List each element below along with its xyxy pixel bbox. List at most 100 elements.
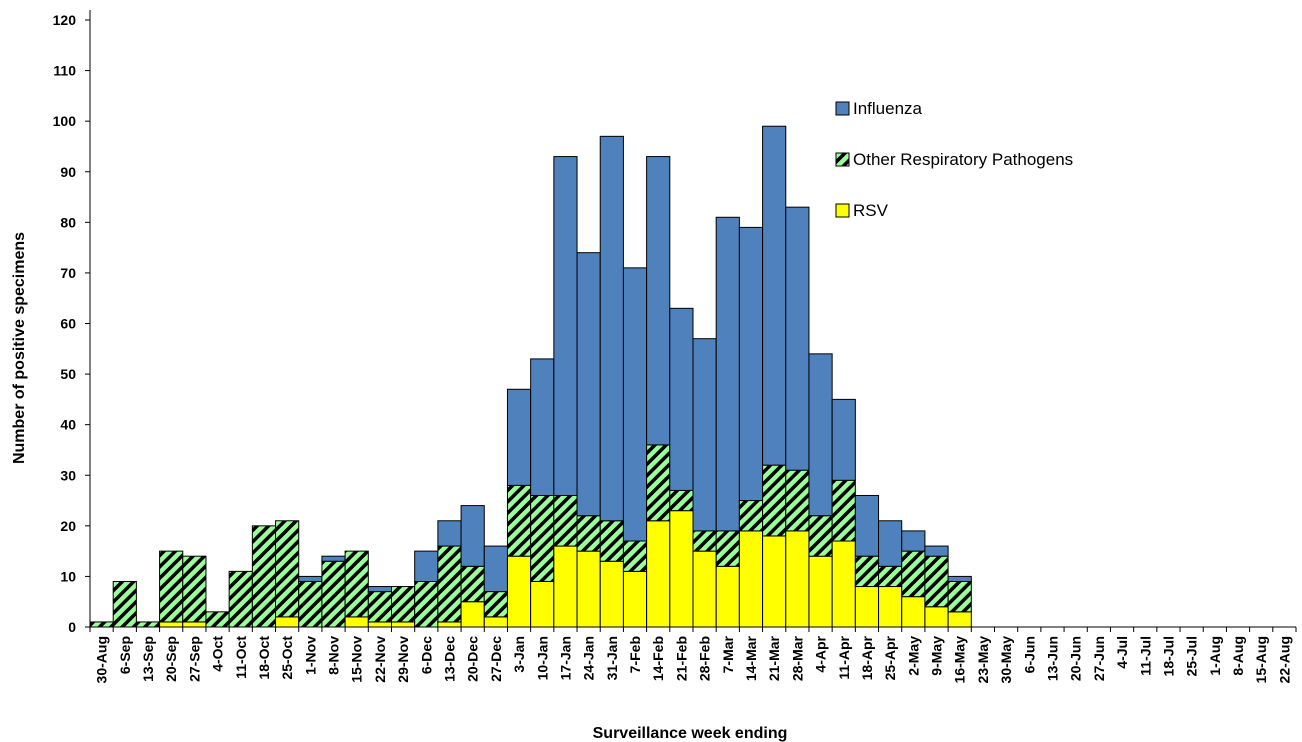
bar-segment-influenza-31 (808, 353, 833, 517)
x-tick-label: 15-Aug (1253, 636, 1269, 683)
bar-segment-other-respiratory-pathogens-3 (159, 550, 184, 623)
axes-layer (85, 10, 1297, 632)
x-tick-label: 23-May (975, 636, 991, 684)
bar-segment-other-respiratory-pathogens-34 (878, 565, 903, 588)
bar-segment-rsv-28 (738, 530, 764, 628)
x-tick-label: 9-May (929, 636, 945, 676)
y-tick-label: 20 (60, 518, 76, 534)
bar-segment-rsv-36 (924, 606, 949, 628)
x-tick-label: 27-Jun (1091, 636, 1107, 681)
bar-segment-rsv-33 (854, 586, 880, 628)
bar-segment-other-respiratory-pathogens-23 (622, 540, 648, 572)
x-tick-label: 7-Feb (627, 636, 643, 673)
bar-segment-influenza-28 (738, 226, 764, 502)
x-tick-label: 27-Dec (488, 636, 504, 682)
bar-segment-rsv-34 (878, 586, 903, 628)
bar-segment-influenza-32 (831, 398, 856, 481)
y-tick-label: 90 (60, 164, 76, 180)
bar-segment-other-respiratory-pathogens-20 (553, 494, 578, 547)
bar-segment-other-respiratory-pathogens-17 (483, 591, 508, 618)
bar-segment-rsv-19 (530, 580, 555, 628)
bar-segment-rsv-12 (367, 621, 392, 628)
x-tick-label: 7-Mar (720, 635, 736, 673)
bar-segment-rsv-27 (715, 565, 740, 628)
bar-segment-other-respiratory-pathogens-7 (251, 525, 277, 628)
bar-segment-influenza-10 (321, 555, 346, 562)
x-tick-label: 13-Jun (1044, 636, 1060, 681)
x-tick-label: 20-Sep (163, 636, 179, 682)
y-tick-label: 60 (60, 316, 76, 332)
x-tick-label: 13-Sep (140, 636, 156, 682)
bar-segment-other-respiratory-pathogens-28 (738, 500, 764, 532)
bar-segment-influenza-19 (530, 358, 555, 496)
x-tick-label: 11-Oct (233, 636, 249, 679)
bar-segment-other-respiratory-pathogens-36 (924, 555, 949, 608)
y-tick-label: 100 (53, 113, 77, 129)
bar-segment-influenza-22 (599, 135, 624, 522)
y-tick-label: 70 (60, 265, 76, 281)
bar-segment-influenza-36 (924, 545, 949, 557)
bar-segment-influenza-18 (506, 388, 532, 486)
legend-swatch (835, 152, 850, 167)
x-tick-label: 14-Feb (650, 636, 666, 681)
bar-segment-rsv-4 (182, 621, 207, 628)
bar-segment-other-respiratory-pathogens-10 (321, 560, 346, 628)
bar-segment-other-respiratory-pathogens-35 (901, 550, 926, 598)
bar-segment-rsv-32 (831, 540, 856, 628)
bar-segment-rsv-30 (785, 530, 810, 628)
bar-segment-other-respiratory-pathogens-4 (182, 555, 207, 623)
x-tick-label: 25-Oct (279, 636, 295, 680)
bar-segment-other-respiratory-pathogens-33 (854, 555, 880, 588)
x-tick-label: 11-Jul (1137, 636, 1153, 676)
bar-segment-influenza-33 (854, 494, 880, 557)
bar-segment-influenza-20 (553, 156, 578, 496)
bar-segment-rsv-37 (947, 611, 972, 628)
bar-segment-influenza-9 (298, 575, 323, 582)
x-tick-label: 14-Mar (743, 635, 759, 681)
bars-layer (89, 125, 972, 628)
bar-segment-rsv-26 (692, 550, 717, 628)
bar-segment-influenza-26 (692, 338, 717, 532)
bar-segment-other-respiratory-pathogens-18 (506, 484, 532, 557)
bar-segment-rsv-21 (576, 550, 601, 628)
bar-segment-rsv-3 (159, 621, 184, 628)
x-tick-label: 24-Jan (581, 636, 597, 680)
bar-segment-influenza-14 (414, 550, 439, 582)
x-tick-label: 3-Jan (511, 636, 527, 673)
bar-segment-rsv-18 (506, 555, 532, 628)
bar-segment-other-respiratory-pathogens-30 (785, 469, 810, 532)
bar-segment-other-respiratory-pathogens-19 (530, 494, 555, 582)
x-tick-label: 22-Nov (372, 636, 388, 683)
x-tick-label: 30-Aug (94, 636, 110, 683)
bar-segment-rsv-16 (460, 601, 485, 628)
x-axis-title: Surveillance week ending (593, 725, 788, 742)
x-tick-label: 16-May (952, 636, 968, 684)
bar-segment-other-respiratory-pathogens-32 (831, 479, 856, 542)
bar-segment-rsv-31 (808, 555, 833, 628)
bar-segment-rsv-20 (553, 545, 578, 628)
bar-segment-other-respiratory-pathogens-27 (715, 530, 740, 567)
bar-segment-other-respiratory-pathogens-26 (692, 530, 717, 552)
bar-segment-other-respiratory-pathogens-9 (298, 580, 323, 628)
x-tick-label: 4-Jul (1114, 636, 1130, 669)
x-tick-label: 11-Apr (836, 635, 852, 679)
bar-segment-influenza-23 (622, 267, 648, 542)
bar-segment-influenza-30 (785, 206, 810, 471)
bar-segment-influenza-24 (646, 156, 671, 446)
bar-segment-other-respiratory-pathogens-21 (576, 515, 601, 552)
bar-segment-influenza-16 (460, 505, 485, 567)
bar-segment-other-respiratory-pathogens-16 (460, 565, 485, 603)
legend-label: Other Respiratory Pathogens (853, 150, 1073, 169)
bar-segment-other-respiratory-pathogens-5 (205, 611, 230, 628)
x-tick-label: 15-Nov (349, 636, 365, 683)
bar-segment-other-respiratory-pathogens-24 (646, 444, 671, 522)
bar-segment-other-respiratory-pathogens-11 (344, 550, 369, 618)
y-tick-label: 110 (53, 63, 76, 79)
bar-segment-other-respiratory-pathogens-31 (808, 515, 833, 557)
x-tick-label: 1-Aug (1207, 636, 1223, 676)
y-axis-title: Number of positive specimens (11, 232, 28, 464)
bar-segment-influenza-12 (367, 586, 392, 593)
x-tick-label: 27-Sep (186, 636, 202, 682)
x-tick-label: 6-Jun (1021, 636, 1037, 673)
bar-segment-influenza-25 (669, 307, 694, 491)
